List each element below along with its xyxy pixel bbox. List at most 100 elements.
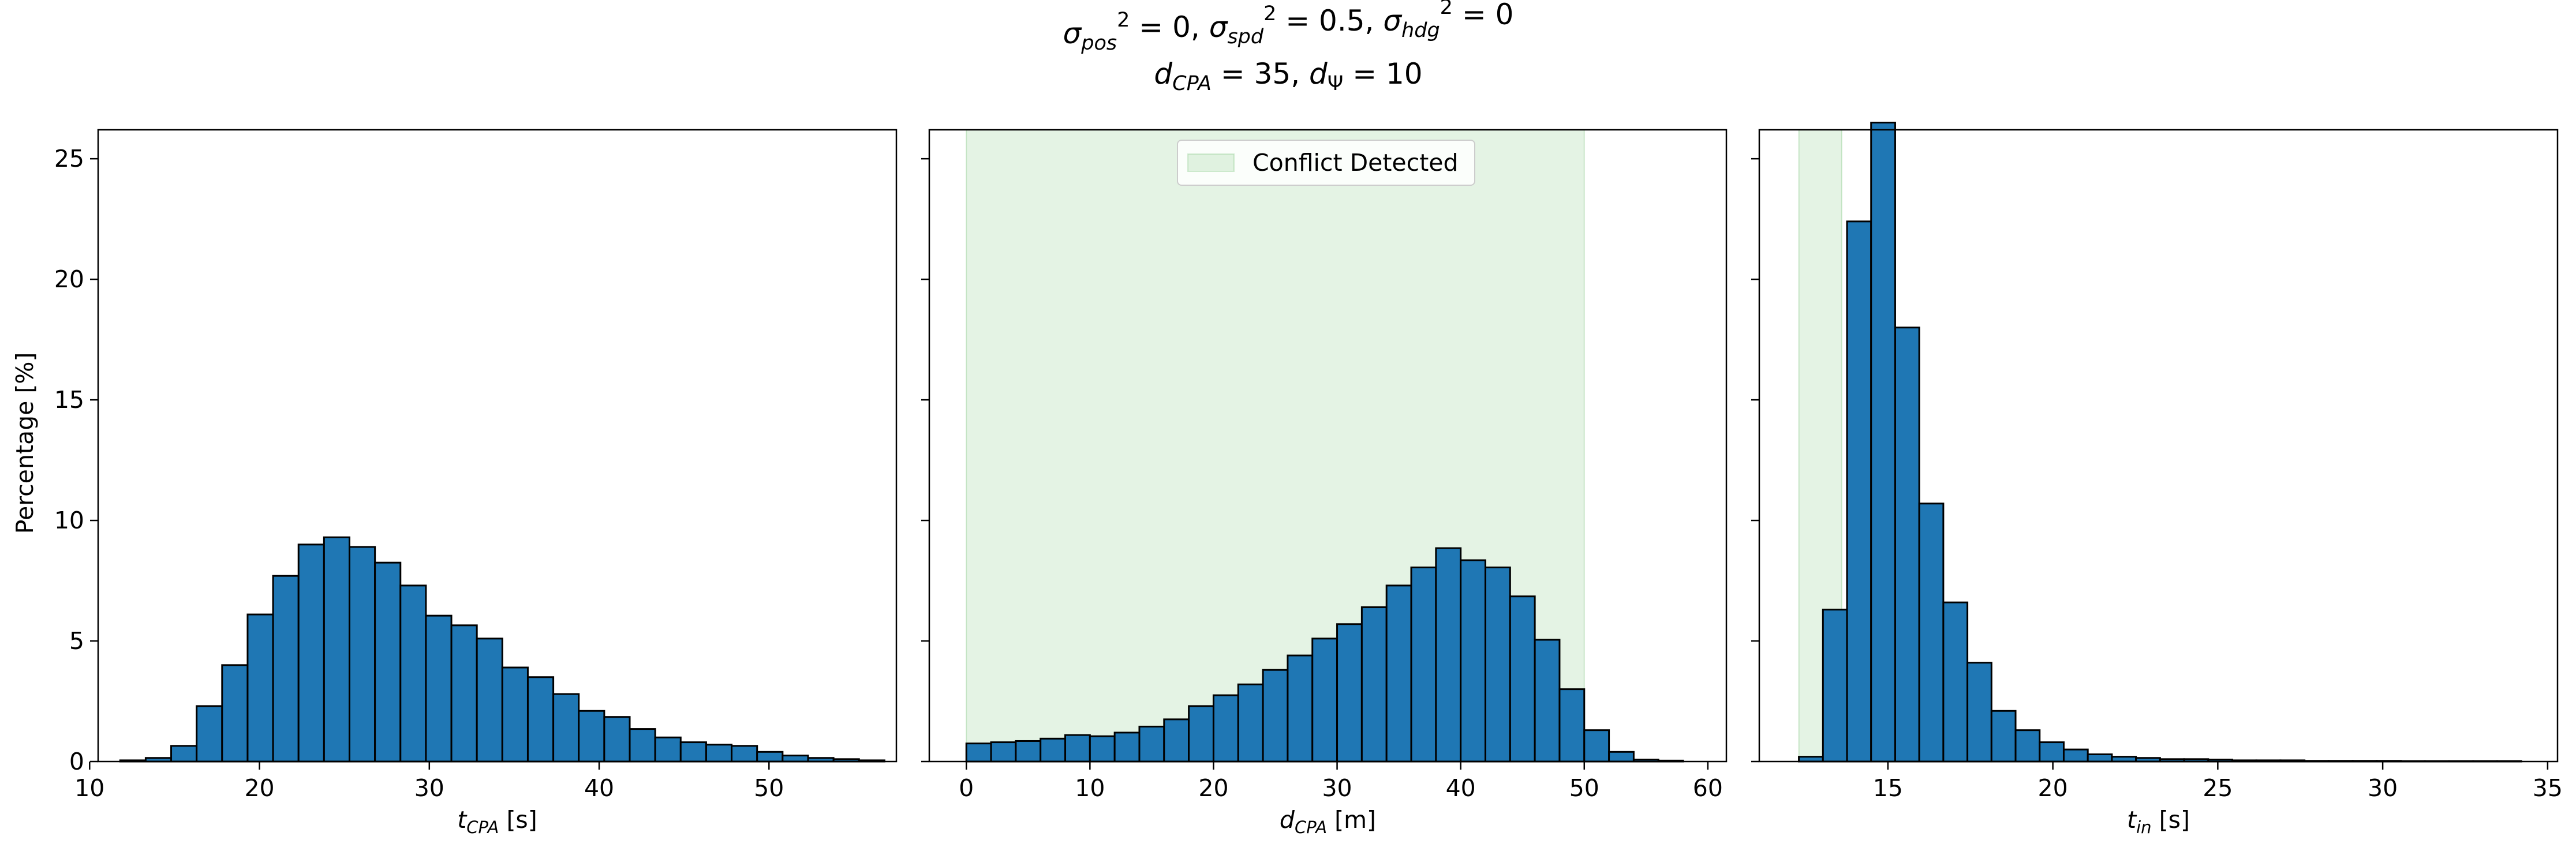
x-tick-label: 20 bbox=[244, 774, 274, 802]
histogram-bar bbox=[1558, 688, 1586, 763]
histogram-bar bbox=[782, 755, 809, 763]
histogram-bar bbox=[1064, 734, 1091, 763]
histogram-bar bbox=[1113, 732, 1141, 763]
histogram-bar bbox=[1163, 718, 1190, 763]
legend-swatch bbox=[1187, 153, 1235, 172]
histogram-bar bbox=[221, 664, 249, 763]
histogram-bar bbox=[2039, 741, 2065, 763]
subplot-2: 0 10 20 30 40 50 60 dCPA [m] Conflict Detected bbox=[921, 129, 1728, 837]
histogram-bar bbox=[1460, 559, 1486, 763]
histogram-bar bbox=[2014, 729, 2041, 763]
y-axis-label: Percentage [%] bbox=[11, 352, 39, 534]
legend: Conflict Detected bbox=[1177, 140, 1475, 186]
histogram-bar bbox=[1846, 220, 1872, 763]
histogram-bar bbox=[196, 705, 223, 763]
x-tick-label: 10 bbox=[1075, 774, 1105, 802]
figure-title-line-1: σpos2 = 0, σspd2 = 0.5, σhdg2 = 0 bbox=[1063, 0, 1514, 55]
histogram-bar bbox=[1870, 121, 1896, 763]
histogram-bar bbox=[1894, 327, 1920, 763]
histogram-bar bbox=[272, 575, 300, 763]
histogram-bar bbox=[578, 710, 605, 763]
histogram-bar bbox=[1287, 654, 1314, 763]
histogram-bar bbox=[1040, 737, 1067, 763]
histogram-bar bbox=[526, 676, 555, 763]
histogram-bar bbox=[1942, 601, 1969, 763]
histogram-bar bbox=[990, 741, 1017, 763]
histogram-bar bbox=[756, 751, 784, 763]
legend-label: Conflict Detected bbox=[1253, 149, 1459, 177]
histogram-bar bbox=[679, 741, 707, 763]
x-tick-label: 60 bbox=[1693, 774, 1723, 802]
x-tick-label: 30 bbox=[414, 774, 444, 802]
histogram-bar bbox=[1509, 595, 1536, 763]
histogram-bar bbox=[1188, 705, 1214, 763]
y-tick-label: 5 bbox=[69, 627, 84, 655]
histogram-bar bbox=[1360, 606, 1388, 763]
y-tick-label: 10 bbox=[54, 507, 84, 534]
histogram-bar bbox=[1015, 740, 1042, 763]
histogram-bar bbox=[399, 584, 427, 763]
histogram-bar bbox=[1385, 584, 1412, 763]
histogram-bar bbox=[1138, 725, 1165, 763]
x-tick-label: 35 bbox=[2533, 774, 2563, 802]
histogram-bar bbox=[1798, 756, 1824, 763]
x-tick-label: 25 bbox=[2203, 774, 2233, 802]
histogram-bar bbox=[705, 744, 733, 763]
histogram-bar bbox=[348, 546, 376, 763]
histogram-bar bbox=[374, 561, 402, 763]
figure-title-line-2: dCPA = 35, dΨ = 10 bbox=[1154, 57, 1422, 95]
x-axis-label: dCPA [m] bbox=[1280, 806, 1376, 837]
histogram-bar bbox=[1822, 609, 1848, 763]
histogram-bar bbox=[501, 666, 529, 763]
histogram-bar bbox=[1484, 567, 1511, 763]
histogram-bars bbox=[1798, 121, 2522, 763]
x-tick-label: 30 bbox=[1322, 774, 1352, 802]
x-tick-label: 20 bbox=[1198, 774, 1228, 802]
axes-frame bbox=[1758, 129, 2559, 763]
histogram-bar bbox=[1966, 662, 1992, 763]
histogram-bar bbox=[1583, 729, 1610, 763]
histogram-bar bbox=[476, 638, 503, 763]
x-tick-label: 40 bbox=[584, 774, 614, 802]
y-tick-label: 0 bbox=[69, 748, 84, 775]
histogram-bar bbox=[425, 614, 453, 763]
x-tick-label: 10 bbox=[74, 774, 104, 802]
histogram-bar bbox=[1336, 623, 1363, 763]
x-axis-label: tCPA [s] bbox=[457, 806, 537, 837]
histogram-bar bbox=[1089, 735, 1116, 763]
axes-frame bbox=[97, 129, 898, 763]
histogram-bar bbox=[654, 736, 682, 763]
subplot-3: 15 20 25 30 35 tin [s] bbox=[1751, 121, 2563, 837]
histogram-bar bbox=[1212, 694, 1239, 763]
axes-frame bbox=[928, 129, 1728, 763]
histogram-bar bbox=[1435, 547, 1462, 763]
histogram-bar bbox=[1990, 710, 2017, 763]
histogram-bar bbox=[170, 745, 198, 763]
legend-box bbox=[1177, 140, 1475, 186]
histogram-bar bbox=[246, 613, 274, 763]
histogram-bar bbox=[629, 728, 656, 763]
histogram-bars bbox=[965, 547, 1684, 763]
histogram-bars bbox=[119, 536, 885, 763]
x-tick-label: 0 bbox=[959, 774, 974, 802]
y-tick-label: 15 bbox=[54, 386, 84, 414]
histogram-bar bbox=[552, 693, 580, 763]
y-tick-label: 20 bbox=[54, 265, 84, 293]
x-tick-label: 50 bbox=[754, 774, 784, 802]
y-tick-label: 25 bbox=[54, 145, 84, 172]
histogram-bar bbox=[603, 716, 631, 763]
x-tick-label: 50 bbox=[1569, 774, 1599, 802]
x-tick-label: 15 bbox=[1873, 774, 1903, 802]
x-tick-label: 20 bbox=[2038, 774, 2068, 802]
histogram-bar bbox=[450, 624, 478, 763]
histogram-bar bbox=[1237, 683, 1264, 763]
histogram-bar bbox=[2062, 748, 2089, 763]
histogram-bar bbox=[731, 745, 758, 763]
histogram-bar bbox=[1918, 502, 1945, 763]
x-tick-label: 30 bbox=[2368, 774, 2398, 802]
x-tick-label: 40 bbox=[1446, 774, 1476, 802]
histogram-bar bbox=[965, 742, 992, 763]
